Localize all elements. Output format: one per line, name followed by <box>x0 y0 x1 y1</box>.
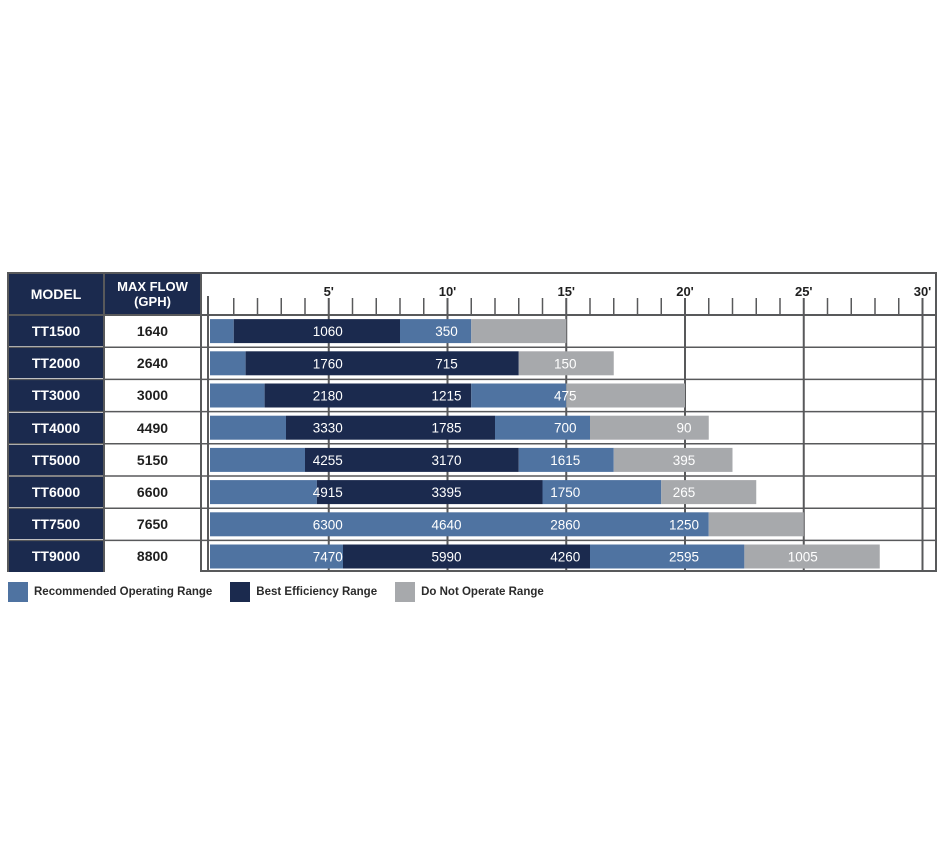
header-model: MODEL <box>9 274 103 314</box>
max-flow-cell: 3000 <box>105 380 200 411</box>
max-flow-cell: 2640 <box>105 348 200 379</box>
model-cell: TT2000 <box>9 348 103 379</box>
legend-swatch-do-not-operate <box>395 582 416 602</box>
header-model-label: MODEL <box>30 286 82 302</box>
max-flow-cell: 5150 <box>105 444 200 475</box>
legend: Recommended Operating Range Best Efficie… <box>8 582 588 602</box>
header-max-flow-line1: MAX FLOW <box>117 279 188 294</box>
model-cell: TT4000 <box>9 412 103 443</box>
max-flow-cell: 6600 <box>105 477 200 508</box>
legend-label-do-not-operate: Do Not Operate Range <box>421 586 544 598</box>
model-cell: TT6000 <box>9 477 103 508</box>
model-cell: TT1500 <box>9 316 103 347</box>
legend-swatch-best-efficiency <box>230 582 251 602</box>
legend-label-recommended: Recommended Operating Range <box>34 586 213 598</box>
model-cell: TT9000 <box>9 541 103 572</box>
legend-label-best-efficiency: Best Efficiency Range <box>256 586 378 598</box>
header-max-flow: MAX FLOW (GPH) <box>105 274 200 314</box>
model-cell: TT3000 <box>9 380 103 411</box>
max-flow-cell: 1640 <box>105 316 200 347</box>
legend-swatch-recommended <box>8 582 28 602</box>
model-cell: TT5000 <box>9 444 103 475</box>
max-flow-cell: 8800 <box>105 541 200 572</box>
max-flow-cell: 7650 <box>105 509 200 540</box>
header-max-flow-line2: (GPH) <box>134 294 171 309</box>
model-cell: TT7500 <box>9 509 103 540</box>
max-flow-cell: 4490 <box>105 412 200 443</box>
